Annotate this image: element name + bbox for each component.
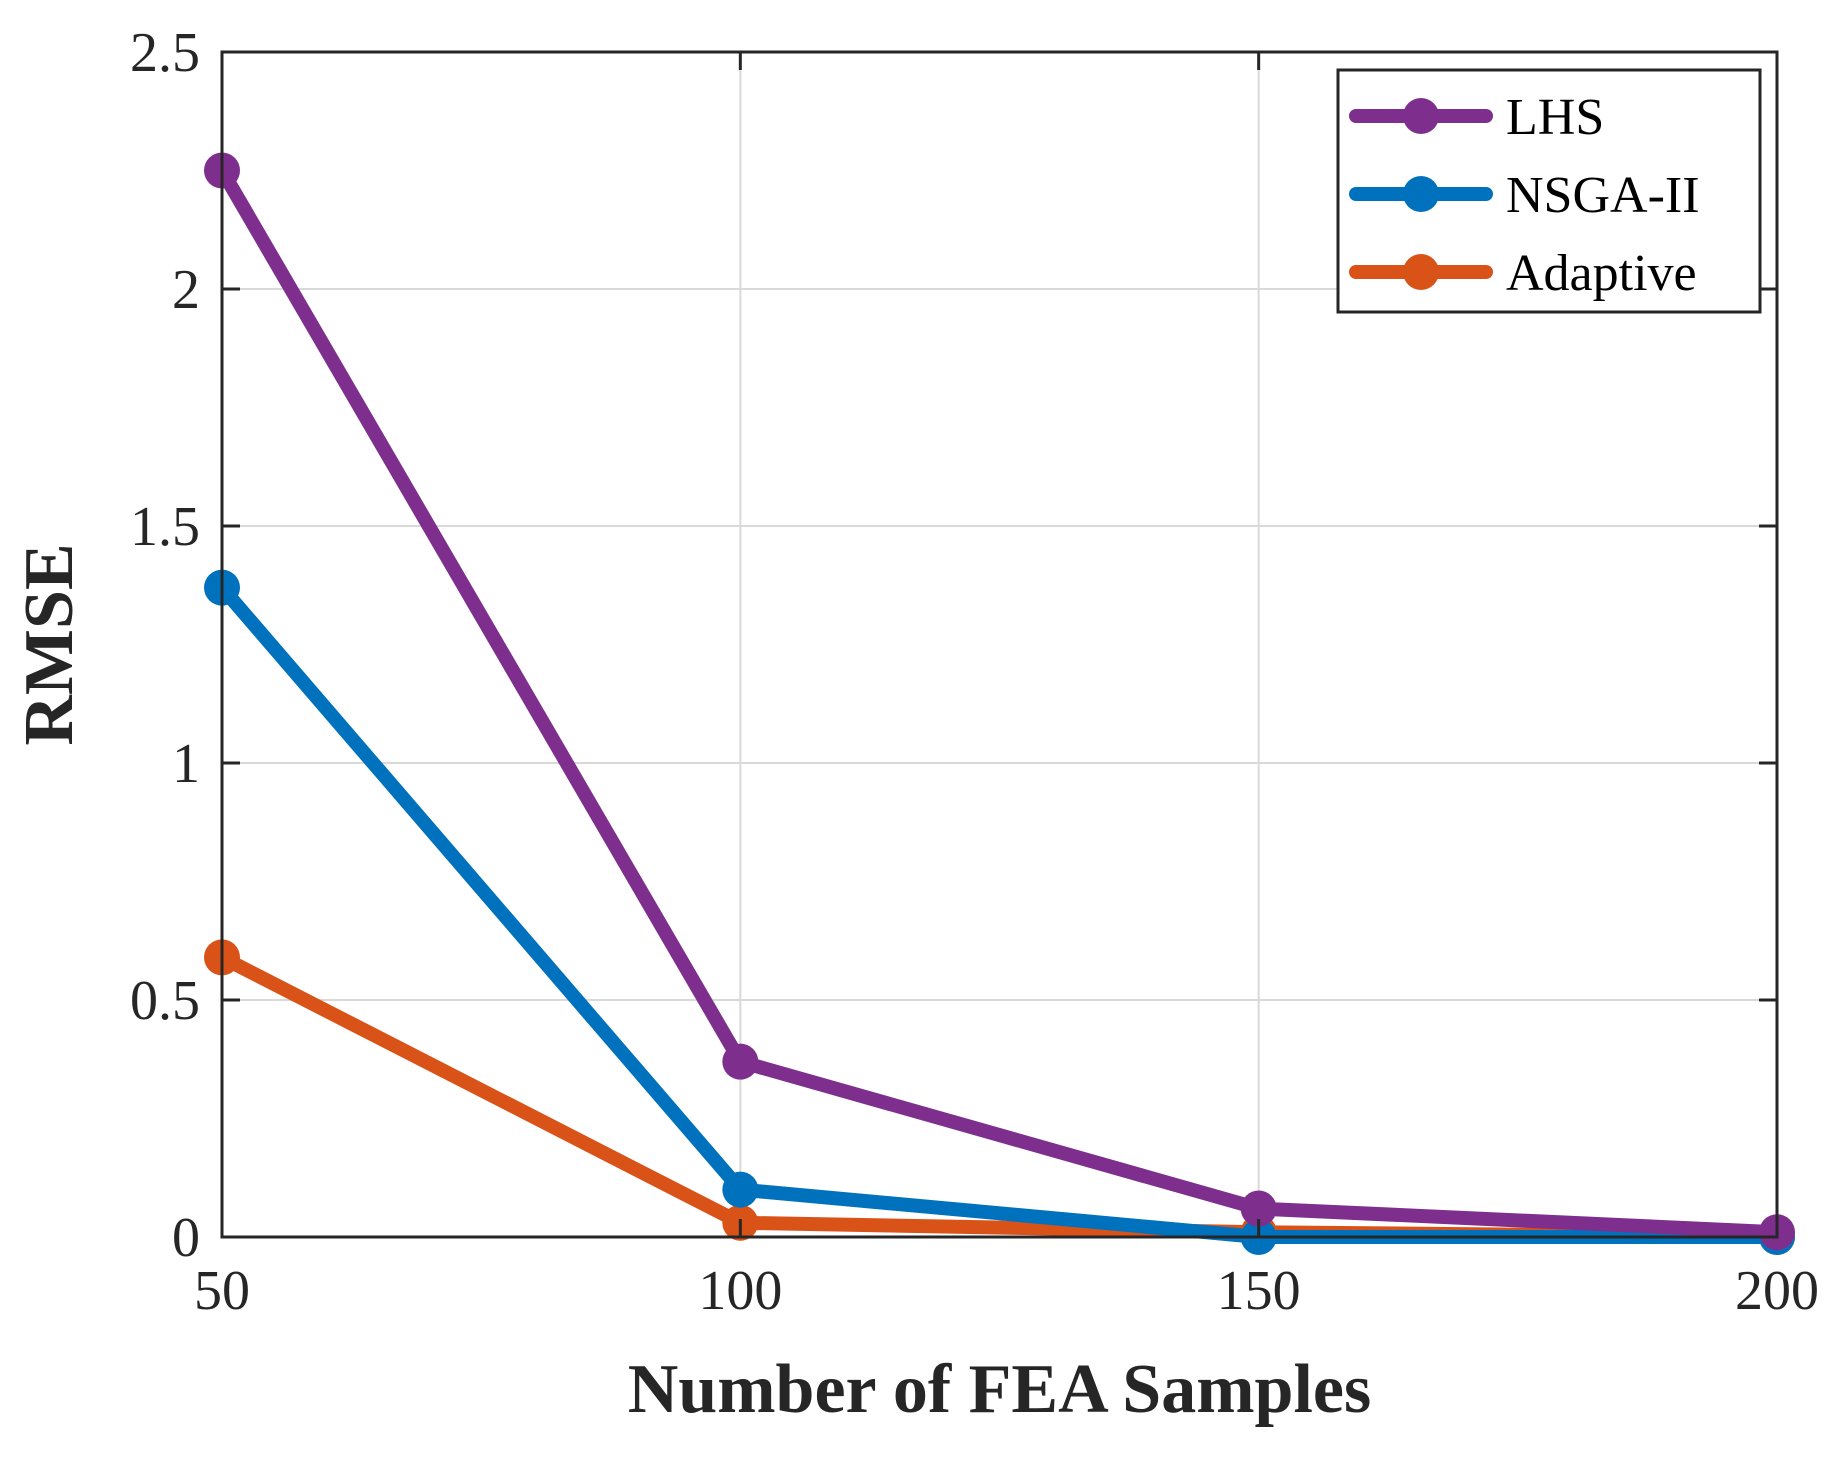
y-tick-label: 2.5 (130, 22, 200, 84)
y-tick-label: 0.5 (130, 970, 200, 1032)
legend-label-adaptive: Adaptive (1506, 245, 1697, 302)
axis-ticks (220, 50, 1779, 1239)
x-axis-title: Number of FEA Samples (628, 1351, 1371, 1428)
data-point-lhs (1240, 1190, 1277, 1227)
x-tick-labels: 50 100 150 200 (194, 1260, 1819, 1322)
legend-marker-nsga-ii (1403, 176, 1439, 212)
legend-marker-lhs (1403, 98, 1439, 134)
legend-label-nsga-ii: NSGA-II (1506, 167, 1700, 224)
series-line-lhs (215, 163, 1784, 1240)
data-point-nsga-ii (722, 1171, 759, 1208)
y-tick-labels: 0 0.5 1 1.5 2 2.5 (130, 22, 200, 1269)
y-tick-label: 0 (172, 1207, 200, 1269)
plot-area-frame (220, 50, 1779, 1239)
x-tick-label: 150 (1217, 1260, 1301, 1322)
legend: LHS NSGA-II Adaptive (1336, 68, 1762, 314)
x-tick-label: 50 (194, 1260, 250, 1322)
legend-marker-adaptive (1403, 254, 1439, 290)
x-tick-label: 200 (1735, 1260, 1819, 1322)
y-tick-label: 1 (172, 733, 200, 795)
y-tick-label: 2 (172, 259, 200, 321)
data-point-lhs (722, 1043, 759, 1080)
y-axis-title: RMSE (11, 543, 88, 745)
legend-label-lhs: LHS (1506, 89, 1604, 146)
y-tick-label: 1.5 (130, 496, 200, 558)
x-tick-label: 100 (698, 1260, 782, 1322)
